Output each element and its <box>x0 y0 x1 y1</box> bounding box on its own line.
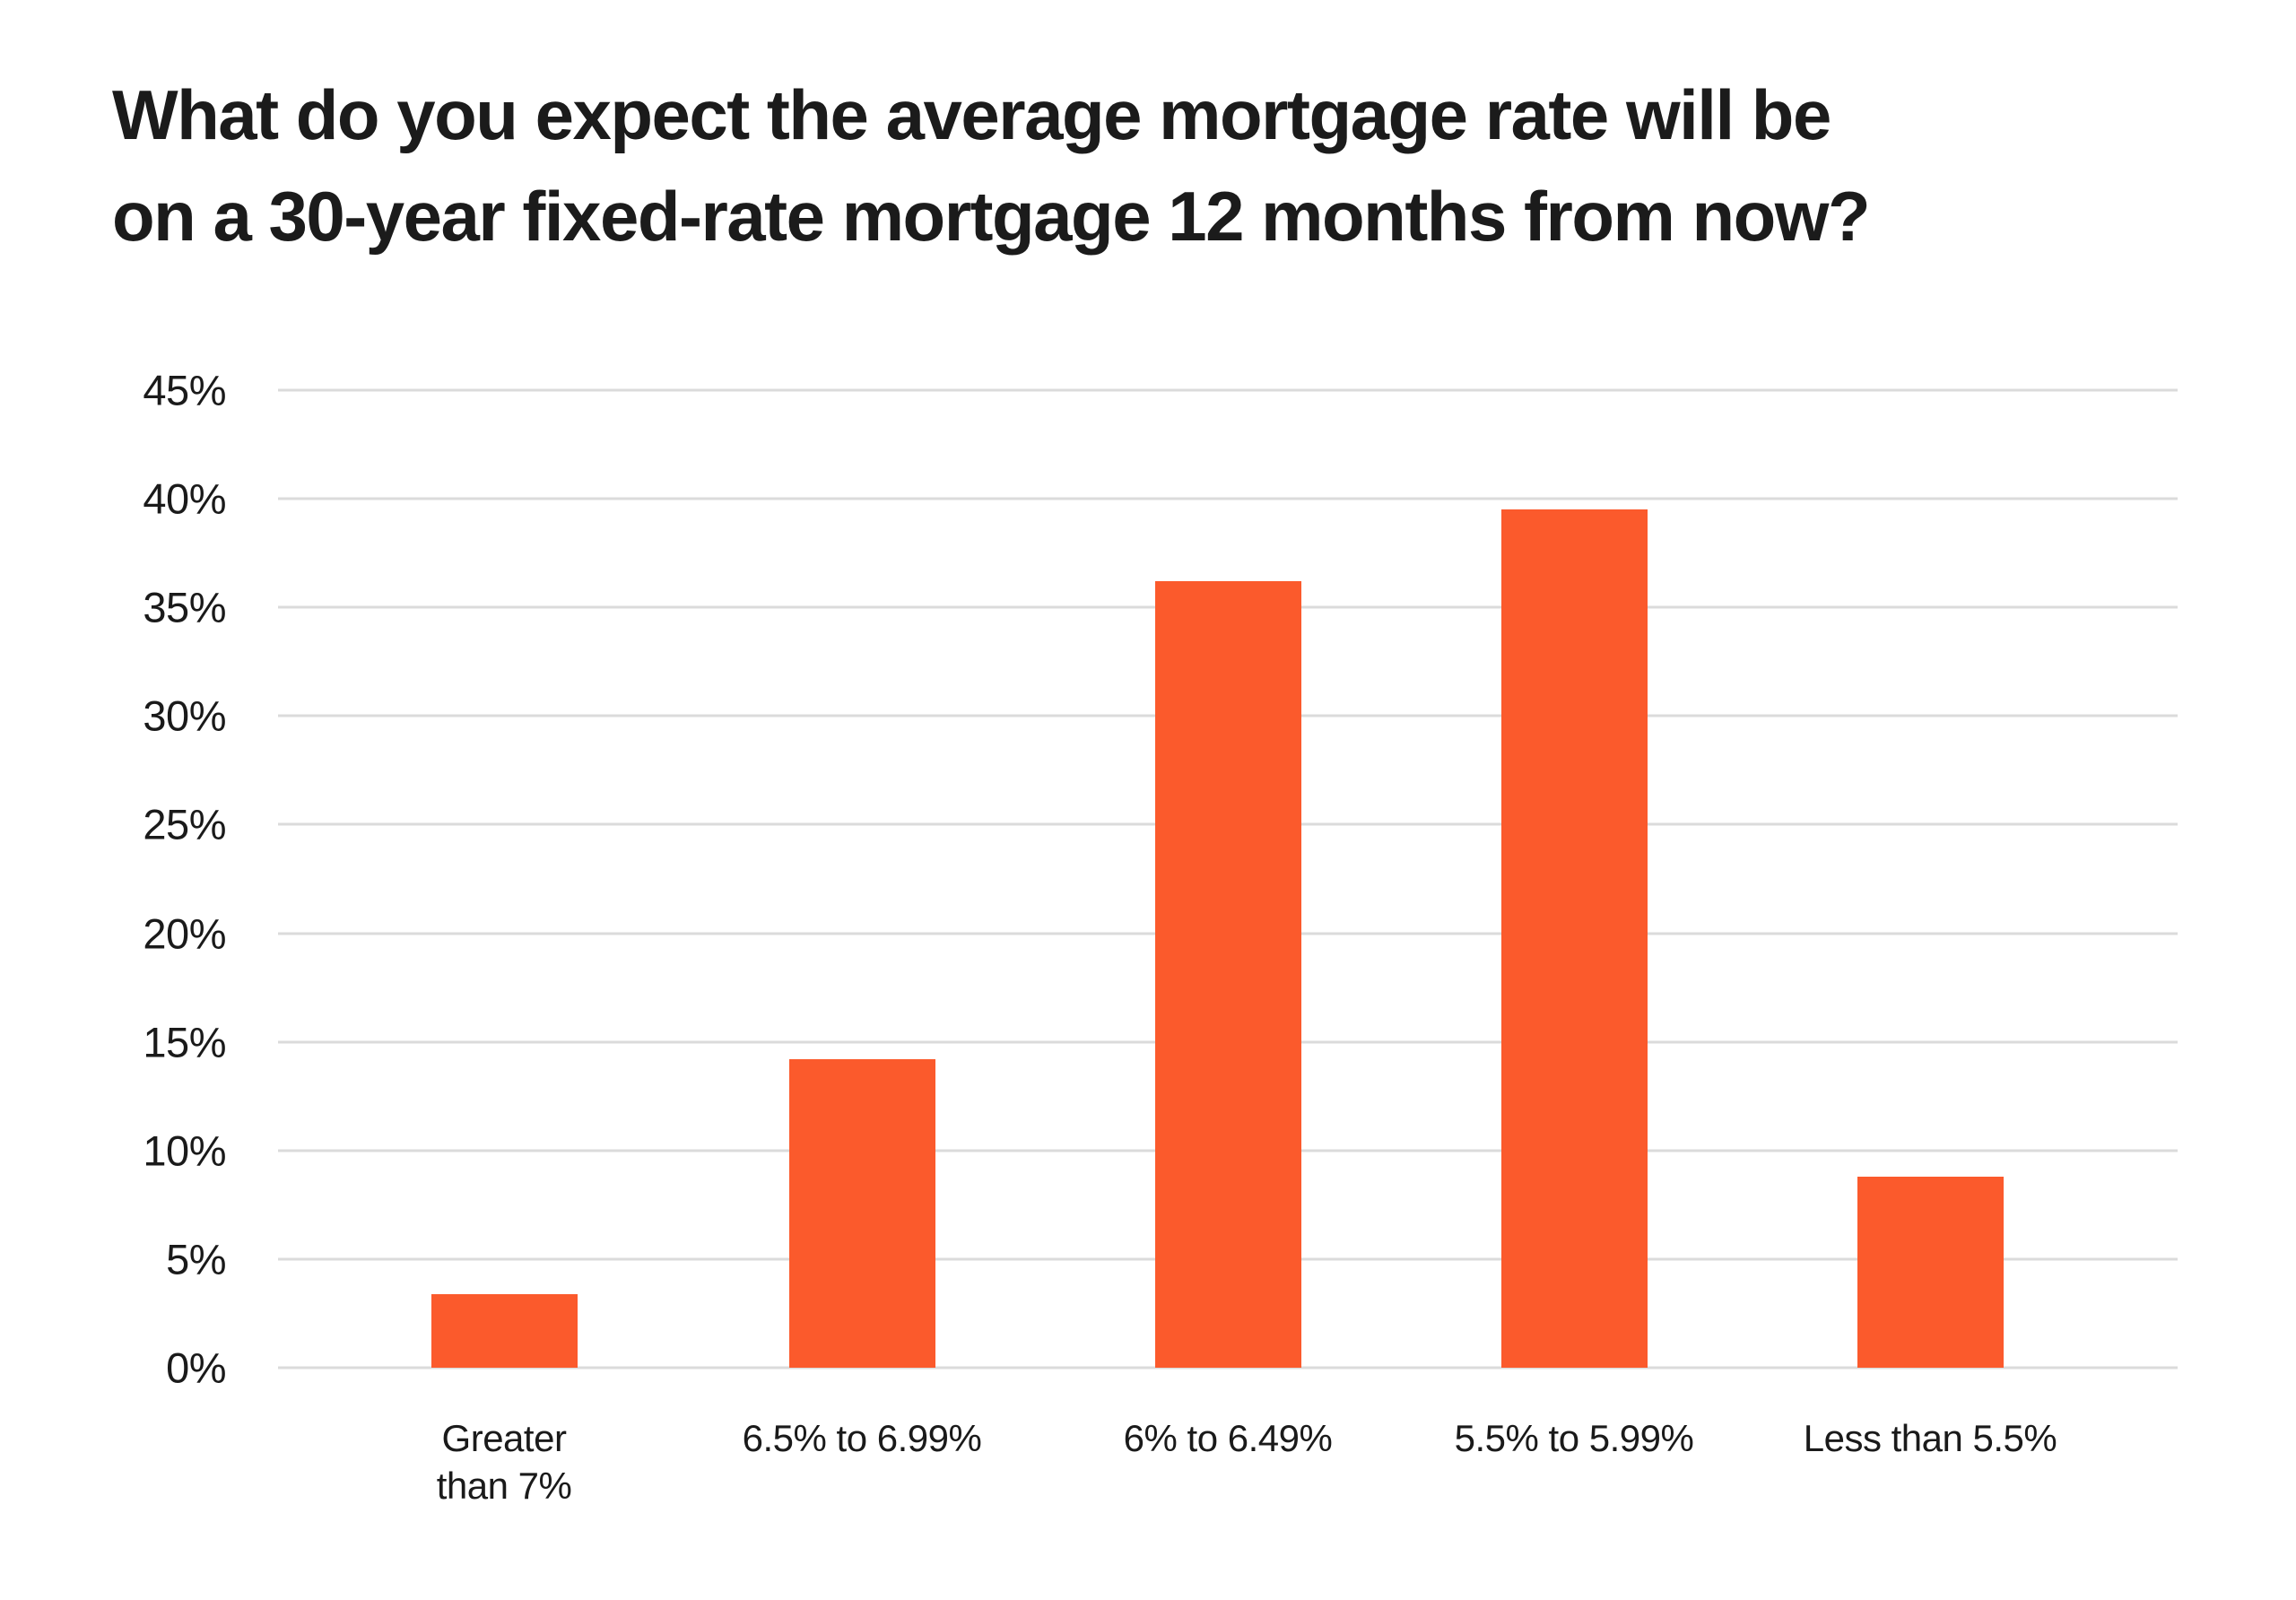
bar <box>1500 509 1648 1368</box>
plot-area: 45% 40% 35% 30% 25% 20% 15% 10% 5% 0% Greater than… <box>143 370 2178 1507</box>
gridline <box>278 497 2178 500</box>
y-axis-label: 30% <box>143 691 226 740</box>
x-axis-label: Less than 5.5% <box>1803 1417 2057 1459</box>
bar <box>1857 1176 2004 1368</box>
chart-title: What do you expect the average mortgage … <box>112 65 2247 267</box>
y-axis-label: 10% <box>143 1126 226 1175</box>
y-axis-label: 15% <box>143 1018 226 1066</box>
x-axis-label: Greater than 7% <box>436 1417 572 1507</box>
y-axis-label: 0% <box>166 1343 226 1392</box>
x-axis-label: 5.5% to 5.99% <box>1454 1417 1694 1459</box>
y-axis-label: 40% <box>143 474 226 523</box>
x-axis-label: 6.5% to 6.99% <box>742 1417 982 1459</box>
bar <box>788 1059 935 1368</box>
y-axis-label: 20% <box>143 909 226 958</box>
y-axis-label: 25% <box>143 800 226 848</box>
bar <box>1154 581 1301 1368</box>
gridline <box>278 1366 2178 1370</box>
x-axis-label: 6% to 6.49% <box>1123 1417 1333 1459</box>
y-axis-label: 5% <box>166 1235 226 1283</box>
y-axis-label: 45% <box>143 366 226 414</box>
y-axis-label: 35% <box>143 583 226 631</box>
gridline <box>278 388 2178 392</box>
bar <box>430 1293 578 1368</box>
chart-title-line2: on a 30-year fixed-rate mortgage 12 mont… <box>112 177 1871 256</box>
chart-title-line1: What do you expect the average mortgage … <box>112 75 1831 154</box>
